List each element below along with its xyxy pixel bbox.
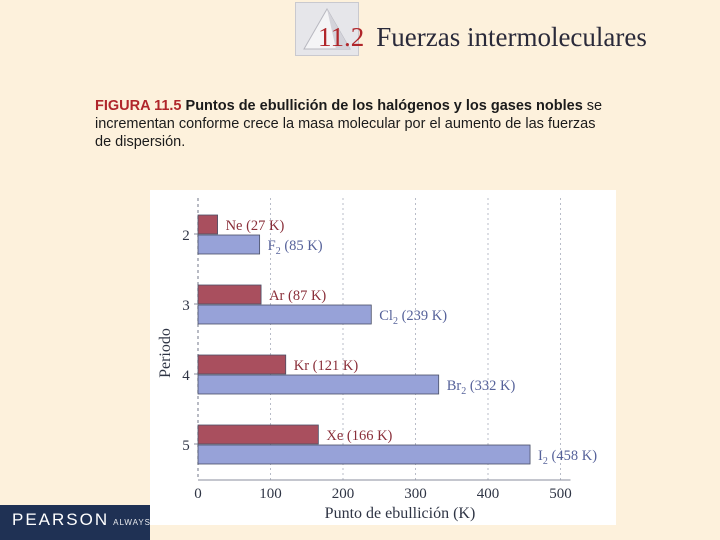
data-label: Ar (87 K) <box>269 288 326 304</box>
bar-halogen <box>197 374 440 395</box>
bar-halogen <box>197 234 261 255</box>
brand-name: PEARSON <box>12 510 110 529</box>
x-tick-label: 100 <box>259 486 282 502</box>
section-header: 11.2 Fuerzas intermoleculares <box>318 22 647 53</box>
data-label: Ne (27 K) <box>226 218 285 234</box>
section-number: 11.2 <box>318 22 365 52</box>
boiling-point-chart: 0 100 200 300 400 500 2 Ne (27 K) F2 (85 K) 3 Ar (… <box>182 198 597 502</box>
figure-title: Puntos de ebullición de los halógenos y … <box>185 98 583 114</box>
x-tick-label: 400 <box>477 486 500 502</box>
y-axis-label: Periodo <box>157 328 174 378</box>
footer-strip <box>0 505 150 540</box>
figure-caption: FIGURA 11.5 Puntos de ebullición de los … <box>95 97 615 151</box>
chart-panel: 0 100 200 300 400 500 2 Ne (27 K) F2 (85 K) 3 Ar (… <box>150 190 616 525</box>
section-logo <box>295 2 359 56</box>
bar-noble-gas <box>197 214 218 235</box>
y-tick-label: 4 <box>182 368 190 384</box>
y-tick-label: 2 <box>182 228 190 244</box>
data-label: F2 (85 K) <box>268 238 323 257</box>
figure-label: FIGURA 11.5 <box>95 98 182 114</box>
x-tick-label: 200 <box>332 486 355 502</box>
x-tick-label: 300 <box>404 486 427 502</box>
data-label: Br2 (332 K) <box>447 378 516 397</box>
x-axis-label: Punto de ebullición (K) <box>324 505 476 522</box>
brand-tagline: ALWAYS LEARNING <box>113 518 204 527</box>
x-tick-label: 500 <box>549 486 572 502</box>
figure-description: se incrementan conforme crece la masa mo… <box>95 98 603 150</box>
bar-noble-gas <box>197 424 319 445</box>
y-tick-label: 5 <box>182 438 190 454</box>
section-title: Fuerzas intermoleculares <box>376 22 647 52</box>
y-tick-label: 3 <box>182 298 190 314</box>
bar-halogen <box>197 444 531 465</box>
data-label: I2 (458 K) <box>538 448 597 467</box>
bar-halogen <box>197 304 372 325</box>
bar-noble-gas <box>197 284 262 305</box>
footer-brand: PEARSON ALWAYS LEARNING <box>12 510 203 530</box>
bar-noble-gas <box>197 354 287 375</box>
data-label: Cl2 (239 K) <box>379 308 447 327</box>
x-tick-label: 0 <box>194 486 202 502</box>
data-label: Kr (121 K) <box>294 358 359 374</box>
data-label: Xe (166 K) <box>326 428 392 444</box>
